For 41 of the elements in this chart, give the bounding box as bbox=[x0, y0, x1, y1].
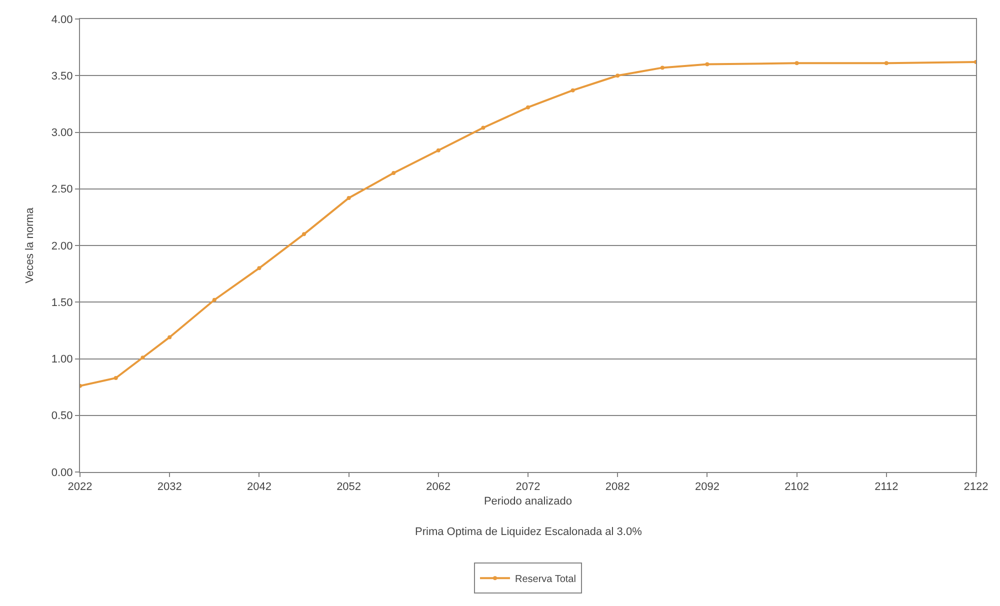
y-tick-label: 2.50 bbox=[51, 184, 73, 196]
point bbox=[884, 61, 888, 66]
y-axis-title: Veces la norma bbox=[24, 206, 36, 284]
x-tick-label: 2102 bbox=[784, 481, 810, 494]
y-tick-label: 0.00 bbox=[51, 466, 73, 479]
x-tick-label: 2022 bbox=[68, 481, 92, 494]
x-tick-label: 2062 bbox=[426, 481, 451, 494]
legend-label: Reserva Total bbox=[515, 574, 576, 585]
point bbox=[660, 66, 664, 70]
point bbox=[616, 74, 620, 78]
point bbox=[392, 171, 396, 176]
point bbox=[481, 126, 486, 130]
point bbox=[526, 105, 530, 110]
point bbox=[257, 266, 262, 270]
y-tick-label: 2.00 bbox=[51, 240, 73, 252]
y-tick-label: 3.50 bbox=[51, 70, 73, 82]
point bbox=[114, 376, 118, 380]
y-tick-label: 3.00 bbox=[51, 127, 73, 140]
y-tick-label: 1.50 bbox=[51, 296, 73, 309]
point bbox=[140, 356, 145, 360]
y-tick-label: 0.50 bbox=[51, 410, 73, 422]
point bbox=[436, 148, 440, 152]
x-tick-label: 2032 bbox=[157, 481, 182, 494]
x-tick-label: 2112 bbox=[874, 481, 898, 494]
y-tick-label: 1.00 bbox=[51, 354, 73, 366]
x-tick-label: 2122 bbox=[964, 481, 988, 494]
text: Prima Optima de Liquidez Escalonada al 3.0% bbox=[415, 526, 642, 538]
x-axis-title: Periodo analizado bbox=[484, 495, 572, 508]
x-tick-label: 2092 bbox=[694, 481, 720, 494]
point bbox=[570, 88, 575, 92]
x-tick-label: 2072 bbox=[516, 481, 540, 494]
point bbox=[794, 61, 799, 66]
point bbox=[346, 196, 351, 200]
x-tick-label: 2052 bbox=[336, 481, 362, 494]
point bbox=[302, 232, 306, 236]
x-tick-label: 2042 bbox=[246, 481, 272, 494]
point bbox=[705, 62, 710, 66]
x-tick-label: 2082 bbox=[605, 481, 630, 494]
point bbox=[168, 335, 172, 340]
y-tick-label: 4.00 bbox=[51, 14, 73, 26]
point bbox=[212, 298, 216, 302]
